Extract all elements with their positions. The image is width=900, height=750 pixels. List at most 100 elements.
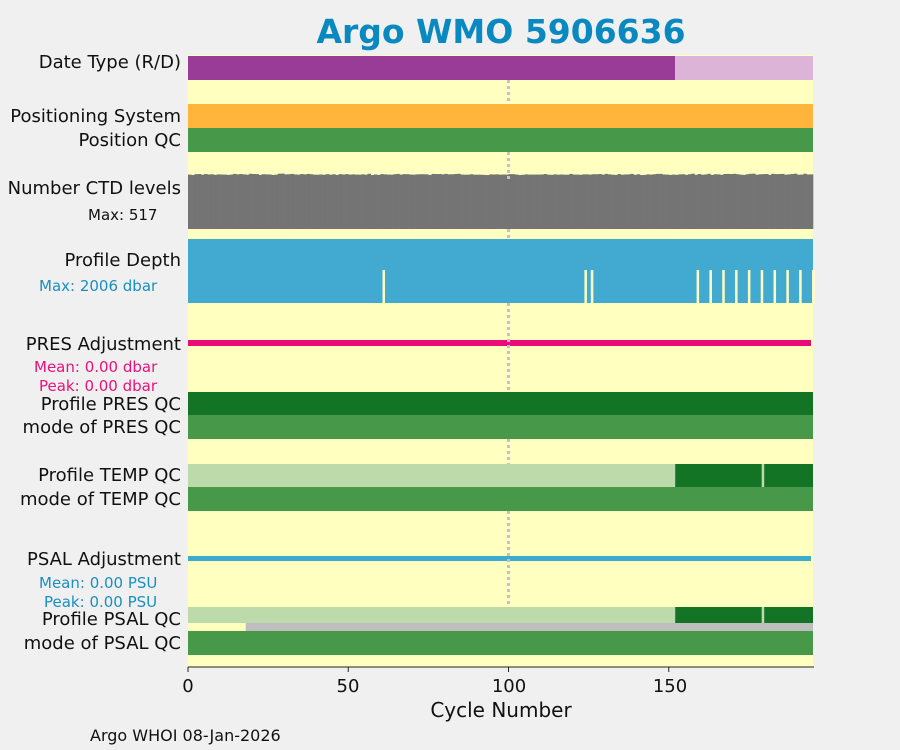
ctd-level-bar-87 (463, 174, 468, 229)
ctd-level-bar-5 (200, 174, 205, 229)
ctd-level-bar-108 (530, 174, 535, 229)
ctd-level-bar-44 (325, 174, 330, 229)
ctd-level-bar-40 (313, 174, 317, 229)
x-tick-50: 50 (336, 676, 360, 697)
ctd-level-bar-105 (521, 174, 525, 229)
ctd-level-bar-170 (729, 174, 734, 229)
ctd-max-annotation: Max: 517 (88, 206, 158, 224)
ctd-level-bar-47 (335, 174, 339, 229)
ctd-level-bar-149 (662, 174, 666, 229)
shallow-profile-126 (590, 270, 594, 304)
ctd-level-bar-145 (649, 174, 654, 229)
ctd-level-bar-51 (348, 174, 352, 229)
ctd-level-bar-67 (399, 174, 404, 229)
ctd-level-bar-88 (466, 174, 471, 229)
ctd-level-bar-191 (796, 174, 801, 229)
ctd-level-bar-116 (556, 174, 561, 229)
ctd-level-bar-34 (293, 174, 298, 229)
ctd-level-bar-95 (489, 174, 493, 229)
ctd-level-bar-74 (421, 174, 426, 229)
ctd-level-bar-142 (639, 175, 644, 229)
row-label-positioning-system: Positioning System (10, 106, 181, 127)
ctd-level-bar-109 (534, 174, 538, 229)
ctd-level-bar-153 (675, 174, 679, 229)
ctd-level-bar-173 (739, 174, 743, 229)
ctd-level-bar-39 (309, 174, 314, 229)
ctd-level-bar-80 (441, 174, 445, 229)
ctd-level-bar-151 (668, 174, 673, 229)
ctd-level-bar-194 (806, 174, 811, 229)
ctd-level-bar-107 (527, 174, 532, 229)
ctd-level-bar-148 (659, 173, 663, 229)
ctd-level-bar-71 (412, 174, 416, 229)
ctd-level-bar-38 (306, 173, 311, 229)
ctd-level-bar-125 (585, 174, 589, 229)
shallow-profile-167 (722, 270, 725, 304)
ctd-level-bar-2 (191, 175, 195, 229)
ctd-level-bar-28 (274, 174, 279, 229)
row-label-mode-pres-qc: mode of PRES QC (22, 417, 181, 438)
ctd-level-bar-59 (373, 174, 378, 229)
x-tick-0: 0 (182, 676, 194, 697)
ctd-level-bar-154 (678, 174, 682, 229)
x-tick-150: 150 (652, 676, 688, 697)
ctd-level-bar-193 (803, 173, 807, 229)
ctd-level-bar-31 (284, 174, 288, 229)
ctd-level-bar-147 (655, 173, 660, 229)
ctd-level-bar-45 (329, 174, 333, 229)
plot-background (188, 55, 813, 667)
shallow-profile-61 (382, 270, 386, 304)
ctd-level-bar-144 (646, 174, 650, 229)
ctd-level-bar-20 (248, 173, 253, 229)
ctd-level-bar-102 (511, 174, 516, 229)
ctd-level-bar-117 (559, 174, 564, 229)
temp-qc-gap (761, 464, 765, 487)
ctd-level-bar-16 (236, 174, 240, 229)
psal-qc-segment-1 (675, 607, 813, 623)
ctd-level-bar-96 (492, 174, 496, 229)
ctd-level-bar-129 (598, 174, 602, 229)
ctd-level-bar-135 (617, 174, 621, 229)
ctd-level-bar-167 (720, 174, 724, 229)
ctd-level-bar-83 (450, 174, 455, 229)
ctd-level-bar-18 (242, 174, 246, 229)
ctd-level-bar-165 (713, 174, 718, 229)
ctd-level-bar-72 (415, 174, 420, 229)
ctd-level-bar-77 (431, 173, 436, 229)
ctd-level-bar-182 (768, 174, 772, 229)
temp-qc-segment-1 (675, 464, 813, 487)
ctd-level-bar-164 (710, 174, 714, 229)
ctd-level-bar-30 (280, 173, 285, 229)
ctd-level-bar-177 (752, 173, 756, 229)
psal-peak-annotation: Peak: 0.00 PSU (44, 593, 158, 611)
ctd-level-bar-8 (210, 174, 214, 229)
ctd-level-bar-76 (428, 174, 432, 229)
date-type-segment-1 (675, 56, 813, 80)
row-label-mode-temp-qc: mode of TEMP QC (19, 489, 181, 510)
ctd-level-bar-100 (505, 174, 509, 229)
ctd-level-bar-126 (588, 174, 593, 229)
mode-psal-qc-bar (188, 631, 813, 655)
ctd-level-bar-60 (377, 174, 381, 229)
ctd-level-bar-180 (761, 174, 766, 229)
ctd-level-bar-104 (518, 175, 522, 229)
ctd-level-bar-12 (223, 174, 227, 229)
ctd-level-bar-81 (444, 173, 448, 229)
ctd-level-bar-21 (252, 174, 256, 229)
ctd-level-bar-49 (341, 174, 346, 229)
ctd-level-bar-3 (194, 174, 198, 229)
ctd-level-bar-172 (736, 174, 740, 229)
psal-qc-segment-0 (188, 607, 676, 623)
ctd-level-bar-55 (361, 174, 365, 229)
x-axis-label: Cycle Number (430, 698, 572, 722)
mode-temp-qc-bar (188, 487, 813, 511)
ctd-level-bar-159 (694, 174, 698, 229)
ctd-level-bar-56 (364, 174, 368, 229)
ctd-level-bar-62 (383, 174, 388, 229)
ctd-level-bar-1 (188, 174, 192, 229)
ctd-level-bar-57 (367, 173, 371, 229)
ctd-level-bar-22 (255, 174, 259, 229)
ctd-level-bar-156 (684, 174, 689, 229)
ctd-level-bar-115 (553, 174, 557, 229)
shallow-profile-124 (584, 270, 587, 304)
